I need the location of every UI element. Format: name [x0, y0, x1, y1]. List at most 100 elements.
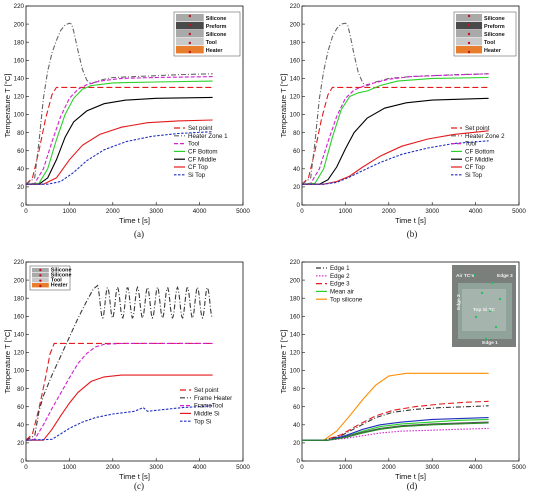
series-line-si-top [26, 131, 213, 185]
y-tick-label: 100 [290, 112, 301, 119]
sensor-dot [39, 279, 42, 282]
series-line-top-silicone [302, 372, 489, 441]
legend-label: Set point [194, 387, 219, 394]
x-tick-label: 4000 [469, 208, 483, 215]
x-tick-label: 1000 [63, 464, 77, 471]
x-tick-label: 5000 [236, 464, 250, 471]
photo-label: Edge 1 [482, 340, 498, 346]
x-tick-label: 1000 [339, 208, 353, 215]
setup-photo: Air TC's Edge 3 Edge 2 Top Si TC Edge 1 [452, 265, 516, 347]
y-tick-label: 40 [293, 422, 300, 429]
series-line-cf-bottom [25, 80, 213, 185]
inset-layer-label: Preform [484, 24, 505, 30]
y-tick-label: 140 [290, 76, 301, 83]
legend-label: Si Top [465, 172, 483, 179]
thermocouple-dot [472, 273, 476, 277]
legend-label: Top Si [194, 418, 211, 425]
y-tick-label: 220 [14, 259, 25, 266]
legend-label: Top silicone [330, 296, 363, 303]
series-line-heater-zone-2 [301, 22, 489, 185]
sensor-dot [188, 41, 192, 45]
series-line-cf-middle [26, 96, 213, 185]
y-tick-label: 0 [21, 458, 25, 465]
panel-caption: (c) [134, 481, 144, 491]
legend-label: Mean air [330, 289, 354, 296]
sensor-dot [188, 23, 192, 27]
y-tick-label: 160 [14, 57, 25, 64]
photo-label: Air TC's [456, 273, 475, 279]
series-line-cf-middle [302, 97, 489, 185]
series-line-edge-2 [302, 427, 489, 441]
photo-label: Top Si TC [473, 307, 496, 313]
legend-label: CF Top [465, 164, 485, 171]
series-line-set-point [301, 86, 489, 185]
y-tick-label: 220 [290, 3, 301, 10]
y-tick-label: 220 [290, 259, 301, 266]
inset-layer-label: Tool [206, 40, 217, 46]
y-tick-label: 200 [14, 21, 25, 28]
legend-label: Tool [465, 141, 476, 148]
legend-label: Heater Zone 2 [465, 133, 505, 140]
x-tick-label: 0 [300, 464, 304, 471]
photo-label: Edge 3 [497, 273, 513, 279]
inset-layer-label: Heater [51, 283, 69, 289]
legend-label: CF Top [188, 164, 208, 171]
panel-caption: (a) [134, 229, 144, 239]
y-tick-label: 60 [17, 404, 24, 411]
y-tick-label: 20 [293, 184, 300, 191]
y-tick-label: 180 [290, 295, 301, 302]
y-tick-label: 120 [14, 350, 25, 357]
sensor-dot [39, 274, 42, 277]
y-axis-label: Temperature T [°C] [279, 74, 288, 138]
panel-caption: (d) [407, 481, 418, 491]
series-line-top-si [25, 405, 213, 441]
x-axis-label: Time t [s] [119, 472, 150, 481]
y-tick-label: 200 [290, 21, 301, 28]
y-tick-label: 0 [297, 202, 301, 209]
legend-label: CF Bottom [465, 149, 495, 156]
legend-label: FrameTool [194, 403, 223, 410]
y-tick-label: 0 [21, 202, 25, 209]
inset-layer-label: Tool [51, 278, 62, 284]
y-tick-label: 120 [290, 350, 301, 357]
y-tick-label: 180 [290, 39, 301, 46]
y-axis-label: Temperature T [°C] [3, 74, 12, 138]
y-tick-label: 200 [290, 277, 301, 284]
series-line-frame-heater [25, 284, 213, 441]
y-tick-label: 220 [14, 3, 25, 10]
series-line-tool [301, 73, 489, 185]
sensor-dot [467, 14, 471, 18]
panel-caption: (b) [407, 229, 418, 239]
x-tick-label: 5000 [236, 208, 250, 215]
legend-label: CF Middle [188, 156, 217, 163]
inset-layer-label: Silicone [206, 32, 227, 38]
x-axis-label: Time t [s] [395, 472, 426, 481]
y-tick-label: 80 [293, 386, 300, 393]
inset-layer-label: Heater [484, 48, 502, 54]
legend-label: Edge 2 [330, 273, 350, 280]
chart-panel-a: 0 1000 2000 3000 4000 5000 0 20 40 60 80 100 120 140 1… [3, 3, 250, 239]
plot-frame [25, 5, 244, 206]
y-tick-label: 60 [293, 404, 300, 411]
thermocouple-dot [484, 337, 488, 341]
y-axis-label: Temperature T [°C] [279, 330, 288, 394]
thermocouple-dot [498, 297, 502, 301]
layer-stack-inset: Silicone Preform Silicone Tool Heater [453, 11, 517, 57]
inset-layer-block [456, 14, 483, 22]
y-tick-label: 60 [293, 148, 300, 155]
plot-frame [301, 5, 520, 206]
x-tick-label: 3000 [425, 208, 439, 215]
x-tick-label: 0 [24, 464, 28, 471]
thermocouple-dot [494, 325, 498, 329]
legend-label: Edge 3 [330, 281, 350, 288]
legend-label: Edge 1 [330, 265, 350, 272]
inset-layer-label: Silicone [484, 16, 505, 22]
x-tick-label: 2000 [106, 464, 120, 471]
y-tick-label: 80 [17, 130, 24, 137]
series-line-set-point [25, 342, 213, 441]
y-tick-label: 180 [14, 39, 25, 46]
inset-layer-label: Silicone [51, 273, 72, 279]
